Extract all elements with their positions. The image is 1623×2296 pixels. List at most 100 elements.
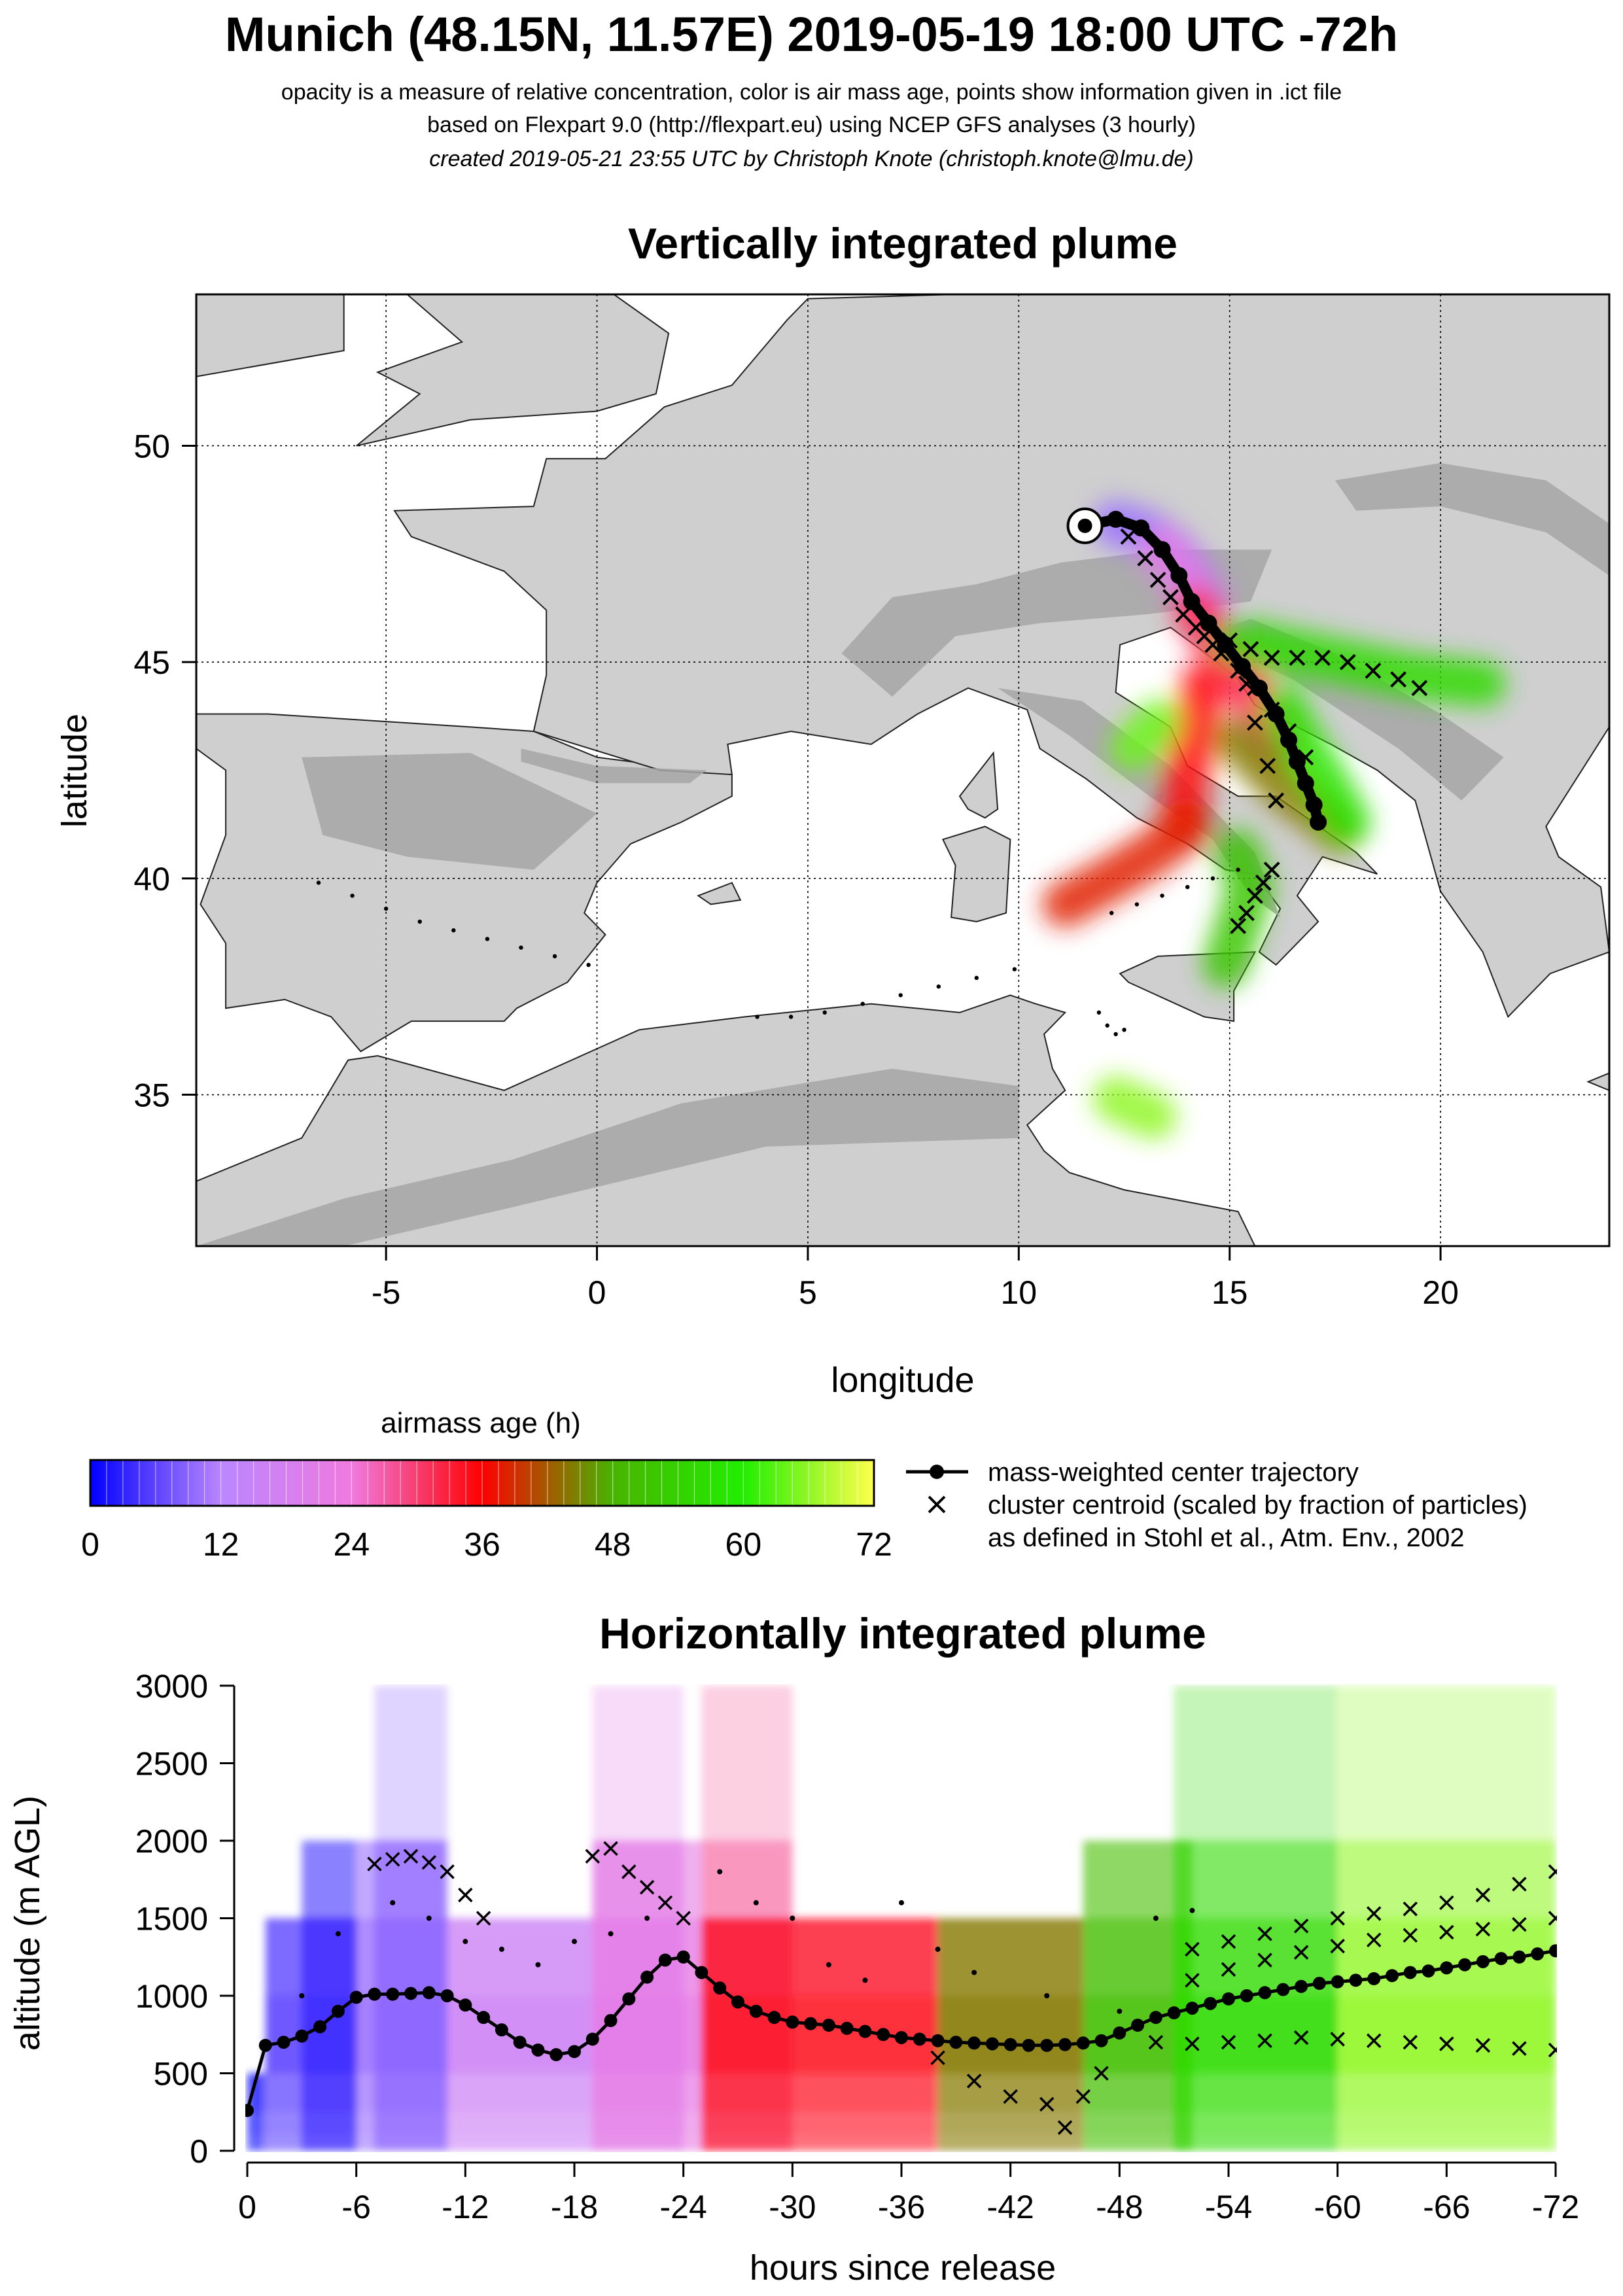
concentration-cell bbox=[1337, 2135, 1556, 2151]
concentration-cell bbox=[592, 2112, 684, 2136]
height-ict-points bbox=[299, 1869, 1195, 2014]
height-cluster-marker bbox=[1439, 2036, 1454, 2051]
height-center-trajectory bbox=[245, 1944, 1557, 2117]
cluster-marker bbox=[1289, 650, 1306, 666]
ict-point bbox=[316, 880, 321, 885]
concentration-cell bbox=[302, 2135, 357, 2151]
cluster-marker bbox=[1238, 905, 1255, 922]
height-ict-point bbox=[644, 1915, 650, 1921]
height-cluster-marker bbox=[1257, 1926, 1272, 1941]
height-cluster-marker bbox=[1512, 1877, 1527, 1892]
height-trajectory-dot bbox=[277, 2036, 290, 2049]
colorbar-tick-label: 72 bbox=[856, 1526, 892, 1563]
cluster-marker bbox=[1246, 714, 1263, 731]
height-cluster-marker bbox=[403, 1849, 419, 1864]
height-trajectory-dot bbox=[695, 1966, 708, 1979]
legend-dot-symbol bbox=[930, 1465, 944, 1479]
ict-point bbox=[586, 962, 591, 967]
height-trajectory-dot bbox=[368, 1987, 381, 2001]
height-x-label: hours since release bbox=[750, 2248, 1056, 2287]
height-trajectory-dot bbox=[513, 2036, 527, 2049]
ict-point bbox=[1096, 1010, 1102, 1015]
concentration-cell bbox=[1337, 1686, 1556, 1841]
height-trajectory-dot bbox=[1149, 2011, 1162, 2025]
height-ict-point bbox=[390, 1900, 396, 1905]
map-y-tick-label: 50 bbox=[133, 428, 170, 464]
height-cluster-marker bbox=[476, 1911, 491, 1926]
height-trajectory-dot bbox=[858, 2025, 872, 2038]
height-axes: 0 -6 -12 -18 -24 -30 -36 -42 -48 -54 -60 -66 -72 0 500… bbox=[135, 1668, 1579, 2225]
colorbar-ticks: 0 12 24 36 48 60 72 bbox=[81, 1526, 892, 1563]
height-trajectory-dot bbox=[1494, 1952, 1508, 1966]
center-trajectory-dot bbox=[1280, 731, 1297, 749]
ict-point bbox=[788, 1015, 794, 1019]
height-trajectory-dot bbox=[440, 1989, 454, 2002]
height-trajectory-dot bbox=[386, 1987, 400, 2001]
cluster-marker bbox=[1162, 589, 1179, 606]
concentration-cell bbox=[701, 1686, 793, 1841]
height-ict-point bbox=[572, 1939, 577, 1945]
height-cluster-marker bbox=[1257, 1953, 1272, 1968]
cluster-marker bbox=[1255, 875, 1272, 891]
concentration-cell bbox=[302, 1841, 357, 1919]
height-cluster-marker bbox=[1403, 2034, 1418, 2050]
height-ict-point bbox=[1117, 2008, 1123, 2014]
height-cluster-marker bbox=[1330, 1938, 1345, 1954]
concentration-cell bbox=[1337, 1841, 1556, 1919]
center-trajectory-dot bbox=[1305, 796, 1323, 814]
center-trajectory-dot bbox=[1217, 636, 1234, 653]
plume-band bbox=[1042, 803, 1211, 928]
height-trajectory-dot bbox=[1422, 1964, 1435, 1978]
height-ict-point bbox=[753, 1900, 759, 1905]
height-x-tick-label: -24 bbox=[660, 2189, 707, 2225]
height-ict-point bbox=[335, 1931, 341, 1937]
height-cluster-marker bbox=[603, 1841, 618, 1856]
height-title: Horizontally integrated plume bbox=[599, 1609, 1206, 1658]
height-cluster-marker bbox=[458, 1887, 473, 1903]
height-x-tick-label: -36 bbox=[878, 2189, 925, 2225]
center-trajectory-dot bbox=[1234, 657, 1251, 675]
ict-point bbox=[1113, 1032, 1118, 1037]
ict-points bbox=[316, 867, 1240, 1037]
concentration-cell bbox=[937, 2112, 1083, 2136]
height-trajectory-dot bbox=[1403, 1966, 1417, 1979]
colorbar-tick-label: 48 bbox=[595, 1526, 631, 1563]
height-trajectory-dot bbox=[895, 2030, 908, 2044]
height-ict-point bbox=[862, 1977, 868, 1983]
height-ict-point bbox=[608, 1931, 614, 1937]
subtitle-opacity-note: opacity is a measure of relative concent… bbox=[281, 80, 1342, 105]
height-cluster-marker bbox=[1548, 1864, 1557, 1879]
height-cluster-marker bbox=[676, 1911, 691, 1926]
height-trajectory-dot bbox=[1440, 1961, 1454, 1975]
height-cluster-marker bbox=[1403, 1928, 1418, 1943]
height-cluster-marker bbox=[1075, 2089, 1091, 2104]
height-trajectory-dot bbox=[258, 2038, 272, 2052]
height-trajectory-dot bbox=[1113, 2026, 1126, 2040]
height-x-tick-label: -30 bbox=[769, 2189, 816, 2225]
height-trajectory-dot bbox=[840, 2021, 854, 2035]
height-trajectory-dot bbox=[1276, 1983, 1290, 1996]
colorbar-tick-label: 0 bbox=[81, 1526, 99, 1563]
height-trajectory-dot bbox=[786, 2015, 799, 2029]
cluster-marker bbox=[1411, 680, 1428, 697]
height-ict-point bbox=[790, 1915, 795, 1921]
height-trajectory-dot bbox=[531, 2043, 545, 2057]
map-title: Vertically integrated plume bbox=[628, 219, 1178, 268]
colorbar-tick-label: 60 bbox=[725, 1526, 762, 1563]
height-x-tick-label: -6 bbox=[341, 2189, 370, 2225]
concentration-cell bbox=[937, 1996, 1083, 2074]
height-trajectory-dot bbox=[1022, 2038, 1036, 2052]
height-ict-point bbox=[971, 1970, 977, 1975]
height-trajectory-dot bbox=[1204, 1996, 1217, 2010]
cluster-marker bbox=[1175, 606, 1192, 623]
legend-cluster-label: cluster centroid (scaled by fraction of … bbox=[988, 1491, 1527, 1520]
height-trajectory-dot bbox=[1367, 1972, 1381, 1985]
height-cluster-marker bbox=[639, 1879, 655, 1895]
height-cluster-centroids bbox=[367, 1841, 1557, 2135]
center-trajectory-dot bbox=[1297, 774, 1314, 792]
height-trajectory-dot bbox=[295, 2029, 309, 2043]
cluster-marker bbox=[1390, 671, 1407, 688]
cluster-marker bbox=[1339, 653, 1356, 670]
height-y-tick-label: 0 bbox=[190, 2133, 208, 2170]
